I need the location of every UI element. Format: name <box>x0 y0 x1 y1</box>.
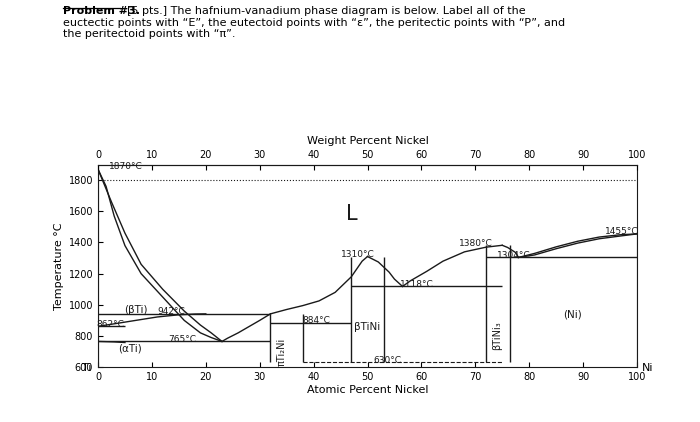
Text: πTi₂Ni: πTi₂Ni <box>276 338 286 366</box>
Text: 1310°C: 1310°C <box>341 250 374 259</box>
Text: euctectic points with “E”, the eutectoid points with “ε”, the peritectic points : euctectic points with “E”, the eutectoid… <box>63 18 565 28</box>
Text: L: L <box>346 204 357 225</box>
Text: Ni: Ni <box>642 363 654 373</box>
Text: [5 pts.] The hafnium-vanadium phase diagram is below. Label all of the: [5 pts.] The hafnium-vanadium phase diag… <box>120 6 526 16</box>
Text: 884°C: 884°C <box>303 316 330 325</box>
Text: 862°C: 862°C <box>97 319 125 329</box>
Text: 942°C: 942°C <box>158 307 185 316</box>
Text: 1870°C: 1870°C <box>108 162 143 171</box>
Text: (βTi): (βTi) <box>124 305 148 315</box>
X-axis label: Weight Percent Nickel: Weight Percent Nickel <box>307 136 428 146</box>
Text: the peritectoid points with “π”.: the peritectoid points with “π”. <box>63 29 235 39</box>
Text: 1118°C: 1118°C <box>400 280 433 289</box>
Text: βTiNi: βTiNi <box>354 322 381 332</box>
Text: βTiNi₃: βTiNi₃ <box>492 322 502 350</box>
Text: (αTi): (αTi) <box>118 344 142 354</box>
Text: Ti: Ti <box>83 363 92 373</box>
Text: (Ni): (Ni) <box>563 309 582 319</box>
Text: Problem #3.: Problem #3. <box>63 6 140 16</box>
Text: 1380°C: 1380°C <box>459 239 493 248</box>
X-axis label: Atomic Percent Nickel: Atomic Percent Nickel <box>307 385 428 395</box>
Text: 765°C: 765°C <box>168 335 196 344</box>
Text: 630°C: 630°C <box>373 356 401 365</box>
Text: 1455°C: 1455°C <box>605 227 638 236</box>
Text: 1304°C: 1304°C <box>497 251 531 260</box>
Y-axis label: Temperature °C: Temperature °C <box>55 222 64 310</box>
